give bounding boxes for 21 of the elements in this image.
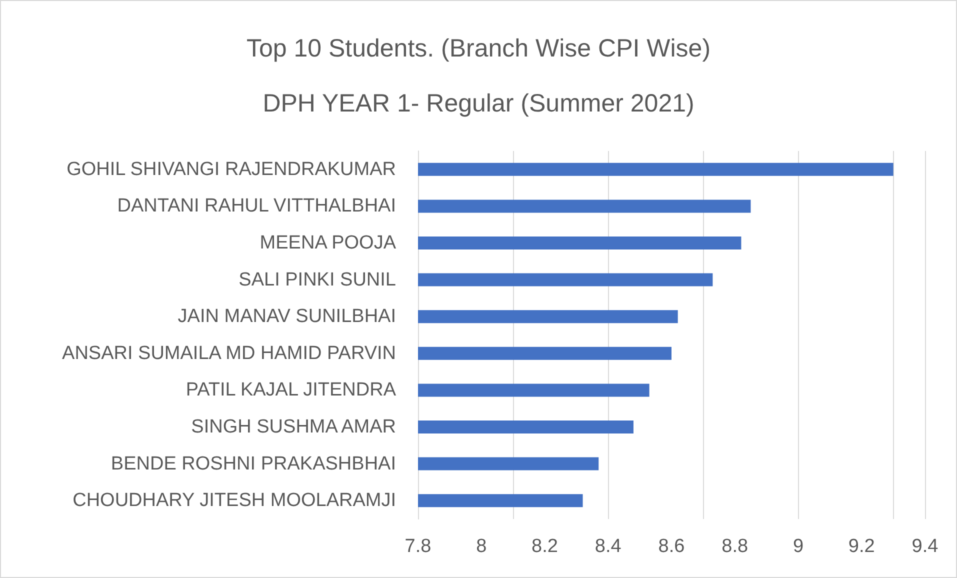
x-tick-label: 8.6 [658,536,685,557]
y-tick-label: SINGH SUSHMA AMAR [191,416,396,438]
y-tick-label: PATIL KAJAL JITENDRA [186,380,396,401]
x-tick-label: 8.4 [594,536,622,557]
y-tick-label: SALI PINKI SUNIL [238,269,396,290]
x-tick-label: 9.4 [912,536,939,557]
x-tick-label: 9 [792,536,804,557]
y-tick-label: BENDE ROSHNI PRAKASHBHAI [110,453,396,474]
y-tick-label: MEENA POOJA [260,232,396,254]
y-tick-label: DANTANI RAHUL VITTHALBHAI [117,196,396,217]
chart-subtitle: DPH YEAR 1- Regular (Summer 2021) [262,90,694,118]
y-tick-label: GOHIL SHIVANGI RAJENDRAKUMAR [66,158,396,180]
x-tick-label: 8.8 [722,536,748,557]
x-tick-label: 8 [476,536,487,557]
y-tick-label: JAIN MANAV SUNILBHAI [178,306,396,328]
x-tick-label: 9.2 [848,536,875,557]
x-tick-label: 8.2 [532,536,558,557]
y-tick-label: CHOUDHARY JITESH MOOLARAMJI [72,490,396,512]
chart-title: Top 10 Students. (Branch Wise CPI Wise) [246,34,711,62]
x-tick-label: 7.8 [404,536,432,557]
y-tick-label: ANSARI SUMAILA MD HAMID PARVIN [62,342,396,364]
